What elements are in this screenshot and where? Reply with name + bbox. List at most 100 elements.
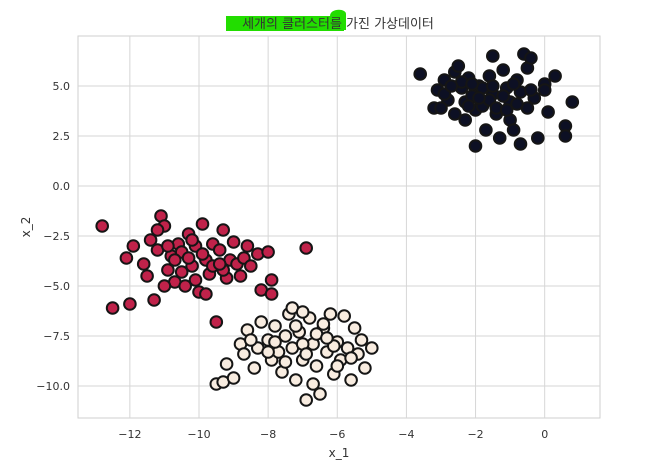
data-point [465,77,479,91]
chart-title: 세개의 클러스터를 가진 가상데이터 [242,17,434,32]
data-point [486,79,500,93]
y-axis-label: x_2 [19,217,33,238]
data-point [123,297,137,311]
y-tick-label: 5.0 [53,80,71,93]
data-point [216,223,230,237]
data-point [136,257,151,271]
data-point [524,51,538,65]
x-tick-label: −8 [260,428,276,441]
data-point [105,301,120,315]
data-point [237,347,251,361]
data-point [174,265,189,279]
data-point [299,393,314,407]
data-point [147,293,161,307]
data-point [126,239,141,253]
data-point [510,97,524,111]
y-tick-label: −5.0 [43,280,70,293]
data-point [548,69,562,83]
data-point [268,319,282,333]
data-point [278,329,293,343]
data-points [95,47,580,407]
cluster-3 [209,301,379,407]
data-point [295,305,310,319]
data-point [185,233,199,247]
data-point [344,351,358,365]
data-point [289,373,303,387]
data-point [344,373,358,387]
y-tick-label: −2.5 [43,230,70,243]
data-point [181,251,196,265]
data-point [95,219,109,233]
data-point [247,361,262,375]
data-point [168,253,182,267]
data-point [323,307,338,321]
data-point [486,49,500,63]
data-point [458,113,473,127]
data-point [537,83,552,97]
data-point [513,137,528,151]
cluster-1 [413,47,580,153]
data-point [226,235,241,249]
y-tick-label: −7.5 [43,330,70,343]
data-point [506,77,521,91]
data-point [448,107,462,121]
data-point [306,377,320,391]
data-point [161,263,175,277]
data-point [558,129,573,143]
data-point [143,233,158,247]
x-tick-label: −10 [187,428,210,441]
data-point [261,345,275,359]
x-tick-labels: −12 −10 −8 −6 −4 −2 0 [118,428,548,441]
data-point [233,269,248,283]
data-point [313,387,327,401]
data-point [244,259,258,273]
data-point [492,131,507,145]
data-point [347,321,362,335]
data-point [157,279,172,293]
x-tick-label: −6 [329,428,345,441]
data-point [413,67,428,81]
data-point [524,83,538,97]
data-point [358,361,372,375]
data-point [472,91,486,105]
data-point [479,123,493,137]
data-point [320,331,334,345]
data-point [299,241,314,255]
data-point [209,315,224,329]
data-point [212,257,227,271]
data-point [278,355,293,369]
data-point [244,333,258,347]
data-point [337,309,352,323]
data-point [289,319,303,333]
data-point [354,333,369,347]
data-point [212,243,227,257]
data-point [199,287,213,301]
x-axis-label: x_1 [329,446,350,460]
data-point [140,269,154,283]
x-tick-label: 0 [541,428,548,441]
data-point [195,247,210,261]
data-point [461,99,476,113]
data-point [309,359,324,373]
highlight-bar [226,16,344,31]
data-point [268,335,282,349]
data-point [264,287,279,301]
x-tick-label: −12 [118,428,141,441]
data-point [541,105,555,119]
y-tick-label: 0.0 [53,180,71,193]
data-point [150,223,165,237]
data-point [254,315,269,329]
data-point [178,279,192,293]
data-point [496,63,511,77]
data-point [499,103,514,117]
data-point [240,239,255,253]
data-point [161,239,175,253]
data-point [506,123,521,137]
data-point [444,79,459,93]
data-point [226,371,241,385]
y-tick-label: −10.0 [36,380,70,393]
data-point [496,89,511,103]
data-point [195,217,210,231]
data-point [330,359,345,373]
data-point [468,139,483,153]
